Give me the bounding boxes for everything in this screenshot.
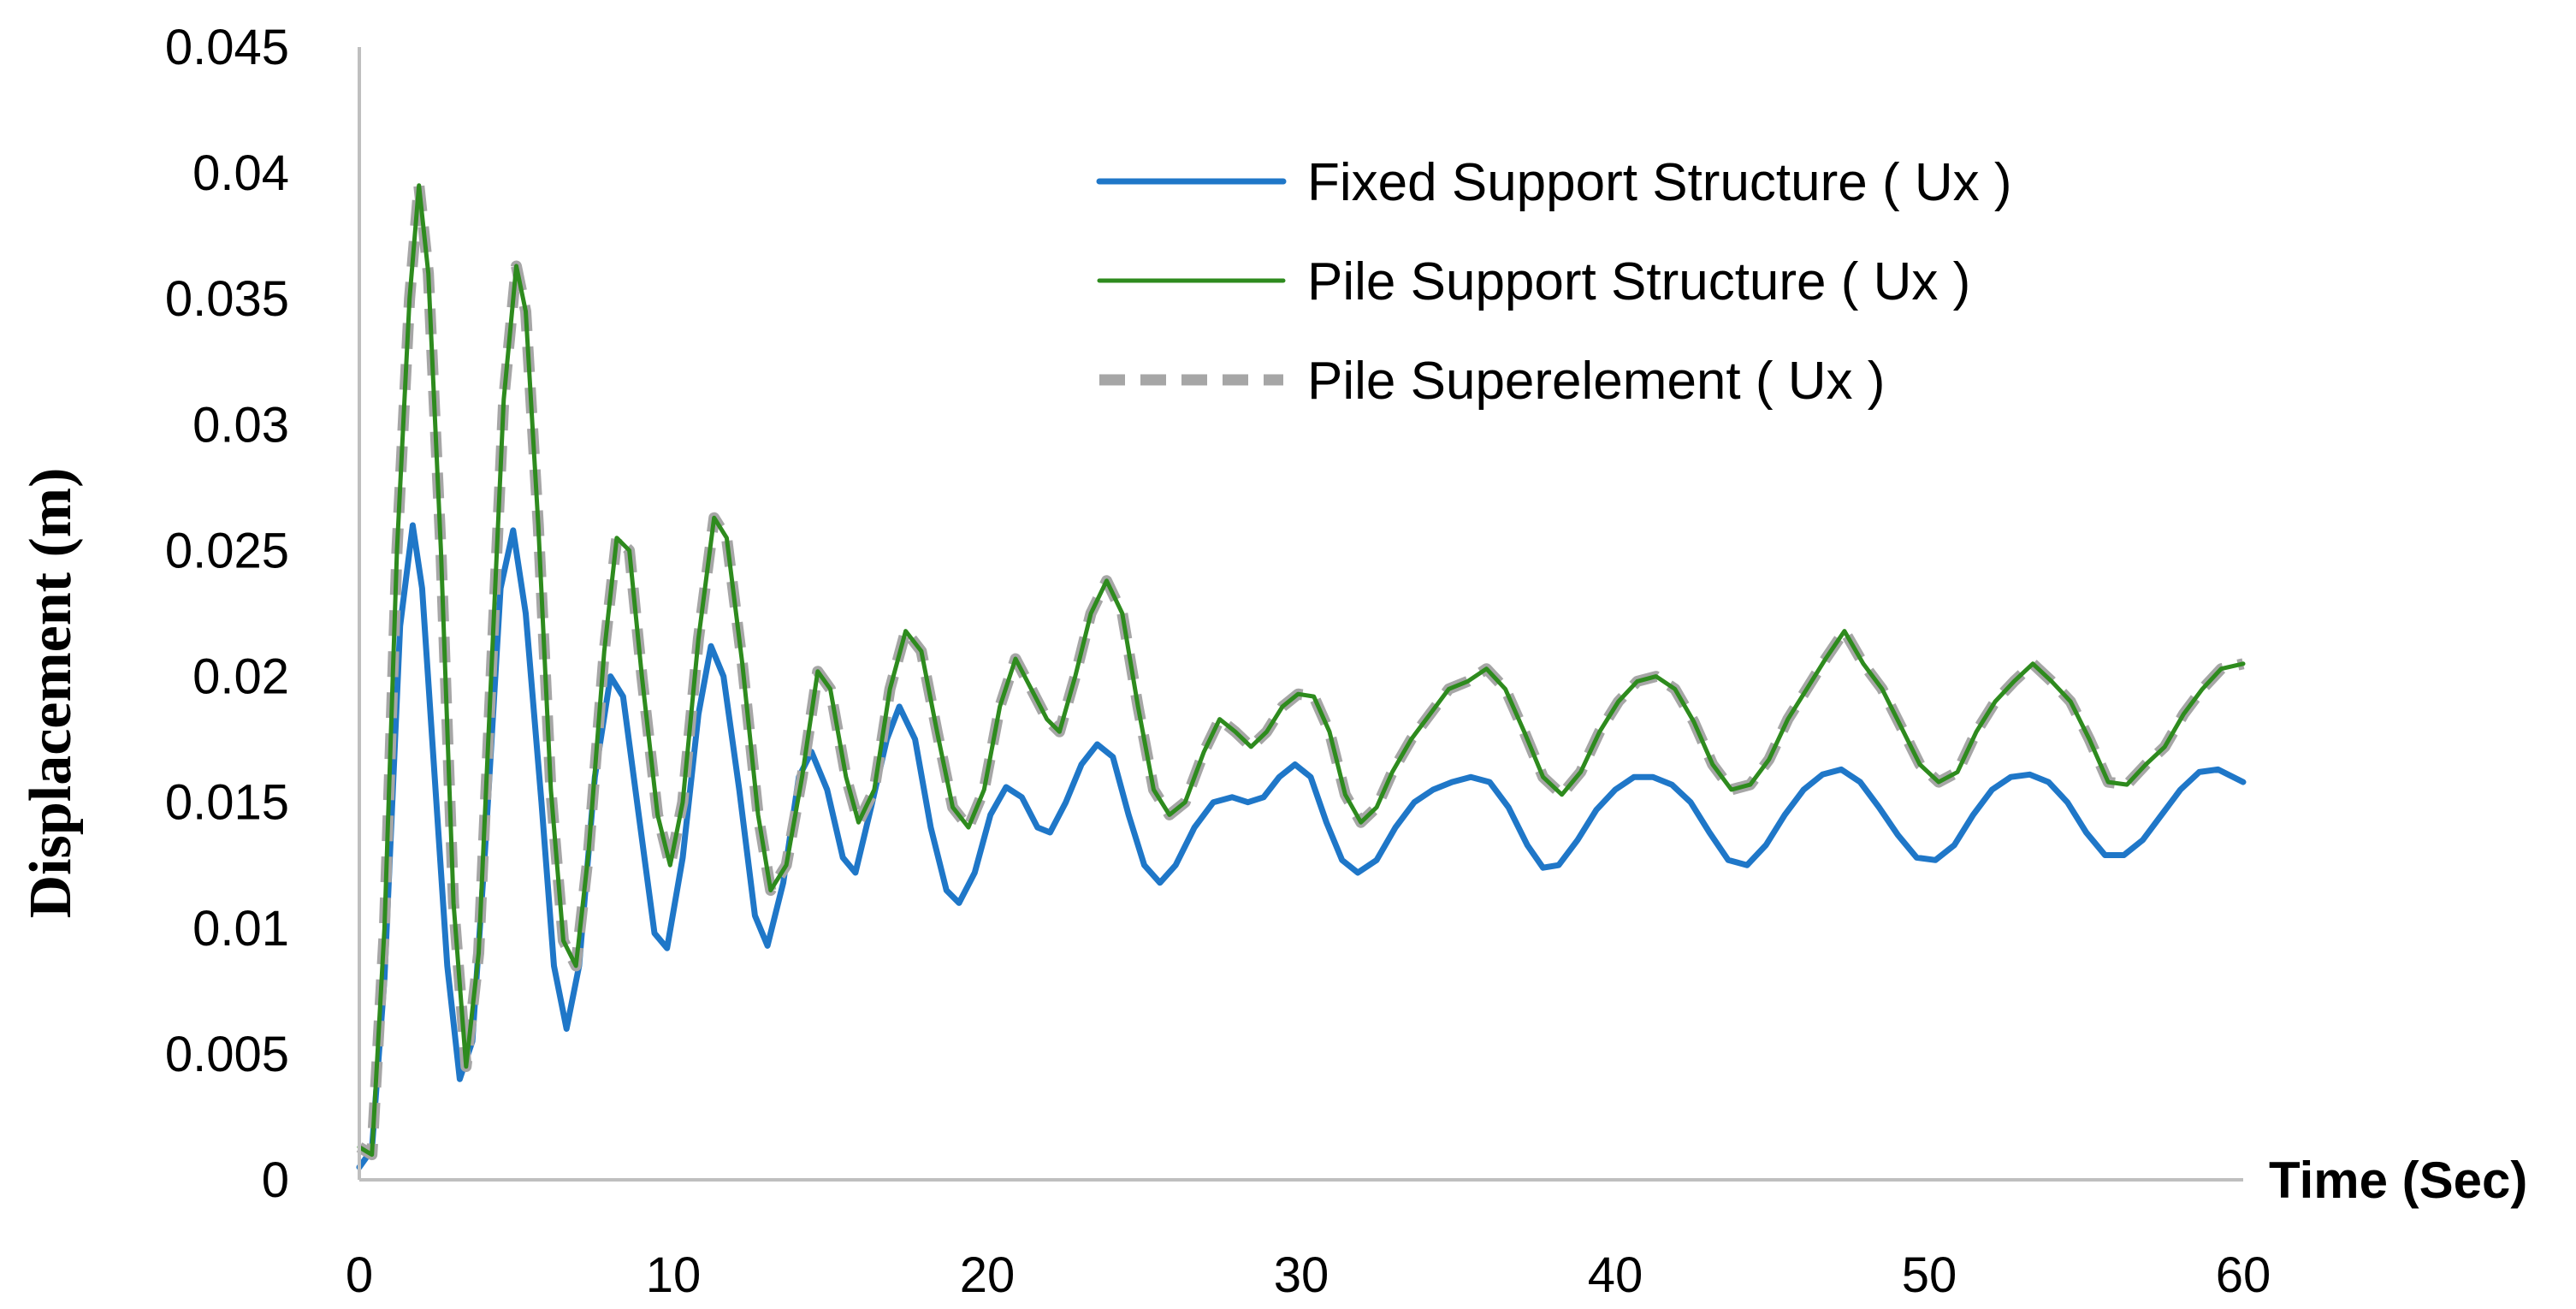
series-layer [356, 180, 2247, 1170]
y-tick-label: 0.025 [165, 523, 289, 578]
y-tick-label: 0.04 [192, 145, 289, 201]
y-tick-label: 0.045 [165, 20, 289, 75]
x-tick-label: 20 [960, 1247, 1016, 1303]
y-tick-label: 0.005 [165, 1027, 289, 1082]
series-line-1 [356, 522, 2247, 1170]
x-tick-label: 10 [646, 1247, 702, 1303]
y-tick-label: 0.02 [192, 649, 289, 705]
y-tick-label: 0.035 [165, 271, 289, 327]
legend: Fixed Support Structure ( Ux ) Pile Suppo… [1096, 153, 2012, 411]
x-tick-label: 40 [1588, 1247, 1643, 1303]
x-tick-label: 0 [346, 1247, 373, 1303]
x-axis-label: Time (Sec) [2269, 1152, 2527, 1209]
legend-label-1: Fixed Support Structure ( Ux ) [1307, 153, 2012, 212]
y-tick-label: 0.015 [165, 775, 289, 831]
x-tick-label: 60 [2216, 1247, 2271, 1303]
y-tick-labels: 0 0.005 0.01 0.015 0.02 0.025 0.03 0.035 0.04 0.0… [165, 20, 289, 1208]
x-tick-label: 30 [1274, 1247, 1329, 1303]
x-tick-label: 50 [1902, 1247, 1957, 1303]
series-line-2 [357, 183, 2246, 1158]
y-tick-label: 0.01 [192, 901, 289, 957]
y-tick-label: 0.03 [192, 397, 289, 453]
legend-label-2: Pile Support Structure ( Ux ) [1307, 252, 1970, 311]
y-tick-label: 0 [262, 1152, 289, 1208]
x-tick-labels: 0 10 20 30 40 50 60 [346, 1247, 2271, 1303]
y-axis-label: Displacement (m) [18, 468, 84, 919]
legend-label-3: Pile Superelement ( Ux ) [1307, 352, 1885, 411]
